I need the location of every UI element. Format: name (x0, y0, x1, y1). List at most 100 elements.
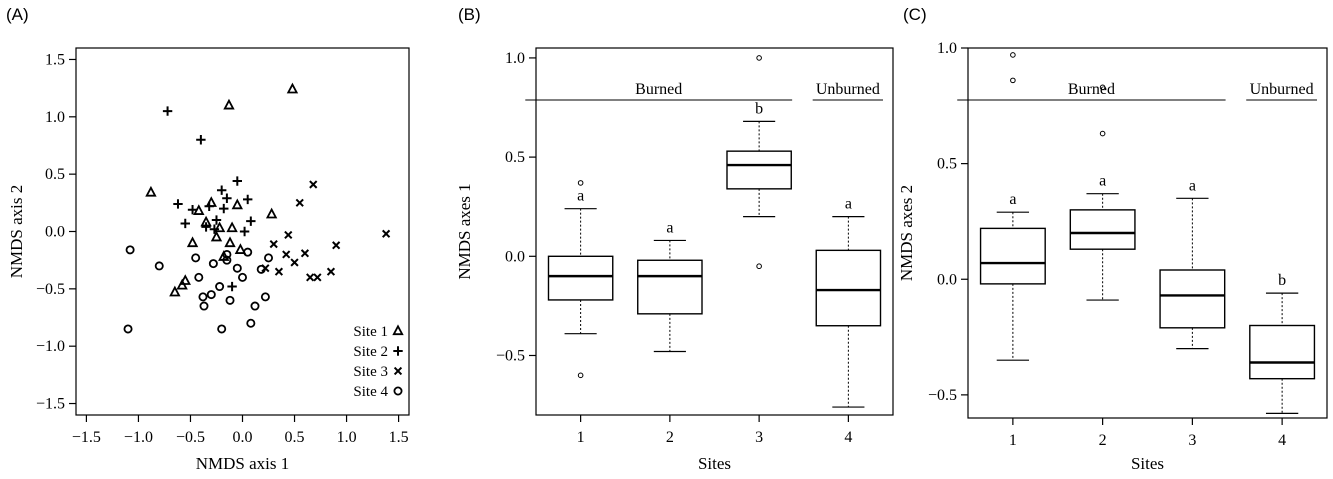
data-point (381, 229, 391, 238)
group-label: Unburned (1250, 81, 1314, 98)
data-point (274, 267, 284, 276)
data-point (145, 185, 157, 197)
legend-symbol (393, 386, 403, 396)
y-tick-label: 0.5 (937, 156, 957, 173)
data-point (234, 243, 247, 254)
outlier-point (1099, 130, 1106, 137)
y-axis-title: NMDS axis 2 (7, 185, 26, 279)
x-tick-label: 3 (755, 429, 763, 446)
y-tick-label: 1.0 (937, 40, 957, 57)
plot-frame (967, 47, 1328, 419)
data-point (162, 106, 173, 116)
data-point (196, 135, 206, 145)
data-point (260, 292, 270, 302)
data-point (306, 273, 315, 282)
data-point (284, 230, 293, 240)
box-site-3: b (726, 55, 792, 270)
legend-symbol (392, 324, 404, 336)
outlier-point (1099, 84, 1106, 91)
data-point (246, 216, 256, 226)
data-point (215, 282, 225, 292)
data-point (246, 318, 256, 328)
x-tick-label: 0.5 (285, 429, 305, 446)
group-label: Unburned (816, 81, 880, 98)
panel-label: (C) (903, 5, 927, 24)
legend-label: Site 2 (353, 344, 388, 360)
box-site-2: a (637, 219, 703, 353)
series-site-3 (261, 180, 391, 282)
y-tick-label: 0.5 (505, 149, 525, 166)
outlier-point (756, 55, 762, 61)
data-point (125, 245, 135, 255)
data-point (290, 258, 299, 267)
outlier-point (577, 180, 584, 186)
data-point (186, 236, 199, 248)
outlier-point (1010, 77, 1016, 84)
box-site-1: a (979, 52, 1046, 361)
significance-letter: a (577, 188, 584, 205)
significance-letter: b (755, 100, 763, 117)
x-axis-title: NMDS axis 1 (196, 454, 290, 473)
data-point (211, 215, 222, 225)
series-site-4 (123, 245, 274, 334)
outlier-point (1010, 52, 1016, 58)
panel-label: (A) (6, 5, 29, 24)
outlier-point (756, 263, 762, 270)
data-point (217, 324, 227, 334)
panel-label: (B) (458, 5, 481, 24)
box-iqr (1159, 269, 1226, 329)
x-tick-label: 1 (577, 429, 585, 446)
box-site-2: a (1069, 84, 1136, 301)
data-point (204, 201, 214, 211)
x-tick-label: −0.5 (176, 429, 205, 446)
x-tick-label: 1.0 (337, 429, 357, 446)
data-point (243, 194, 253, 205)
x-tick-label: −1.5 (72, 429, 101, 446)
data-point (300, 249, 310, 258)
series-site-2 (162, 106, 256, 292)
y-tick-label: −0.5 (928, 387, 957, 404)
box-iqr (815, 249, 882, 327)
plot-frame (535, 47, 894, 416)
data-point (243, 247, 253, 257)
x-tick-label: 2 (1099, 432, 1107, 449)
data-point (180, 218, 190, 229)
data-point (173, 199, 183, 209)
box-iqr (1249, 324, 1316, 380)
data-point (208, 259, 218, 269)
legend: Site 1 Site 2 Site 3 Site 4 (353, 324, 404, 400)
box-site-4: b (1249, 272, 1316, 414)
x-tick-label: 4 (1278, 432, 1286, 449)
data-point (213, 221, 226, 233)
box-iqr (547, 255, 614, 301)
data-point (313, 273, 322, 282)
data-point (191, 253, 201, 263)
data-point (222, 193, 232, 203)
data-point (201, 222, 211, 232)
legend-symbol (393, 346, 403, 356)
y-tick-label: 1.0 (505, 50, 525, 67)
box-site-3: a (1159, 177, 1226, 350)
significance-letter: a (1009, 191, 1016, 208)
data-point (269, 240, 278, 249)
data-point (332, 241, 341, 250)
data-point (223, 98, 235, 110)
data-point (282, 250, 291, 259)
x-tick-label: 0.0 (233, 429, 253, 446)
x-tick-label: 3 (1188, 432, 1196, 449)
box-iqr (1069, 209, 1136, 250)
y-tick-label: −0.5 (496, 347, 525, 364)
data-point (265, 207, 278, 219)
data-point (194, 272, 204, 282)
y-tick-label: −0.5 (36, 281, 65, 298)
box-iqr (979, 227, 1046, 285)
x-axis-title: Sites (1131, 454, 1164, 473)
data-point (206, 290, 216, 300)
data-point (199, 301, 209, 311)
box-iqr (637, 259, 703, 315)
data-point (250, 301, 260, 311)
data-point (326, 267, 336, 276)
data-point (219, 203, 229, 214)
data-point (226, 221, 238, 233)
